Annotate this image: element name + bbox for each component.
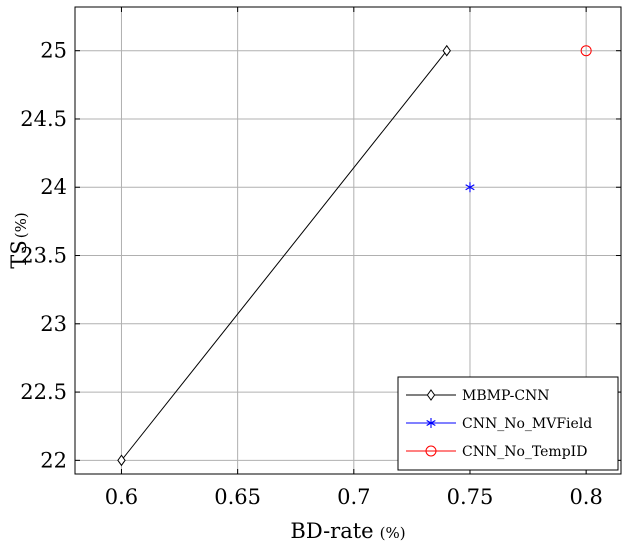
legend-label: CNN_No_MVField: [462, 416, 592, 432]
x-tick-label: 0.75: [447, 485, 494, 509]
legend-label: MBMP-CNN: [462, 388, 550, 404]
y-tick-label: 22: [40, 448, 67, 472]
series-line: [121, 50, 448, 461]
x-tick-label: 0.6: [105, 485, 138, 509]
data-point: [465, 182, 475, 193]
y-axis-label: TS(%): [7, 212, 31, 268]
y-tick-label: 24.5: [20, 107, 67, 131]
legend-label: CNN_No_TempID: [462, 444, 587, 460]
legend-item: MBMP-CNN: [406, 388, 550, 404]
y-tick-label: 25: [40, 39, 67, 63]
x-tick-label: 0.7: [337, 485, 370, 509]
series: [117, 44, 592, 467]
grid: [75, 7, 621, 474]
plot-area: [74, 6, 622, 475]
x-axis-label: BD-rate (%): [290, 519, 405, 543]
series-MBMP-CNN: [117, 44, 451, 467]
y-tick-label: 23: [40, 312, 67, 336]
data-point: [425, 445, 437, 457]
legend: MBMP-CNN CNN_No_MVField CNN_No_TempID: [397, 376, 619, 471]
y-tick-label: 23.5: [20, 244, 67, 268]
x-tick-label: 0.8: [569, 485, 602, 509]
y-tick-label: 24: [40, 175, 67, 199]
series-CNN_No_MVField: [465, 182, 475, 193]
x-tick-label: 0.65: [214, 485, 261, 509]
data-point: [442, 44, 451, 57]
data-point: [426, 418, 436, 428]
y-tick-label: 22.5: [20, 380, 67, 404]
legend-item: CNN_No_MVField: [406, 416, 592, 432]
data-point: [580, 45, 592, 57]
series-CNN_No_TempID: [580, 45, 592, 57]
ticks: 0.6 0.65 0.7 0.75 0.8 22 22.5 23 23.5 24 24.5 25: [20, 7, 621, 509]
legend-item: CNN_No_TempID: [406, 444, 587, 460]
data-point: [117, 454, 126, 467]
data-point: [426, 389, 436, 401]
